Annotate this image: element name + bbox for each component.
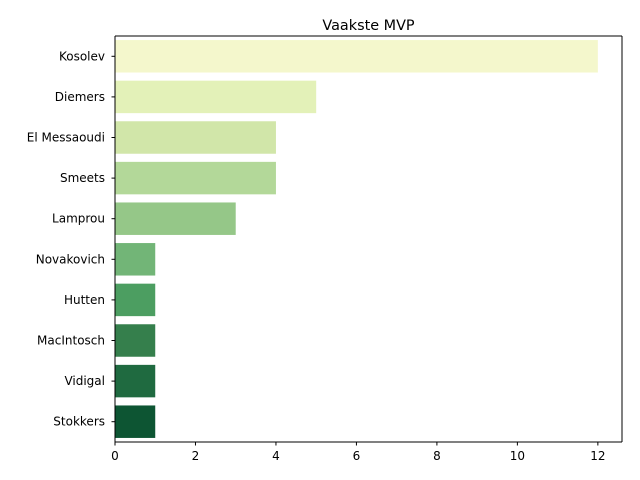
y-tick-label: Kosolev xyxy=(59,49,105,63)
x-tick-label: 2 xyxy=(192,449,200,463)
x-axis: 0 2 4 6 8 10 12 xyxy=(111,442,605,463)
y-tick-label: Lamprou xyxy=(52,212,105,226)
y-tick-label: Diemers xyxy=(55,90,105,104)
bar-el-messaoudi xyxy=(115,121,276,154)
y-axis: Kosolev Diemers El Messaoudi Smeets Lamprou N… xyxy=(27,49,115,429)
x-tick-label: 6 xyxy=(353,449,361,463)
bar-vidigal xyxy=(115,364,156,398)
bar-hutten xyxy=(115,283,156,317)
bar-smeets xyxy=(115,161,276,195)
chart-title: Vaakste MVP xyxy=(322,18,415,34)
x-tick-label: 4 xyxy=(272,449,280,463)
y-tick-label: Hutten xyxy=(64,293,105,307)
y-tick-label: Vidigal xyxy=(64,374,105,388)
x-tick-label: 12 xyxy=(590,449,605,463)
x-tick-label: 10 xyxy=(510,449,525,463)
bars-group xyxy=(115,40,598,438)
y-tick-label: Novakovich xyxy=(36,252,105,266)
y-tick-label: Stokkers xyxy=(53,415,105,429)
y-tick-label: MacIntosch xyxy=(37,334,105,348)
x-tick-label: 8 xyxy=(433,449,441,463)
bar-lamprou xyxy=(115,202,236,235)
bar-novakovich xyxy=(115,243,156,276)
bar-kosolev xyxy=(115,40,598,73)
y-tick-label: Smeets xyxy=(60,171,105,185)
x-tick-label: 0 xyxy=(111,449,119,463)
bar-macintosch xyxy=(115,324,156,357)
bar-diemers xyxy=(115,80,317,114)
y-tick-label: El Messaoudi xyxy=(27,131,105,145)
bar-stokkers xyxy=(115,405,156,438)
